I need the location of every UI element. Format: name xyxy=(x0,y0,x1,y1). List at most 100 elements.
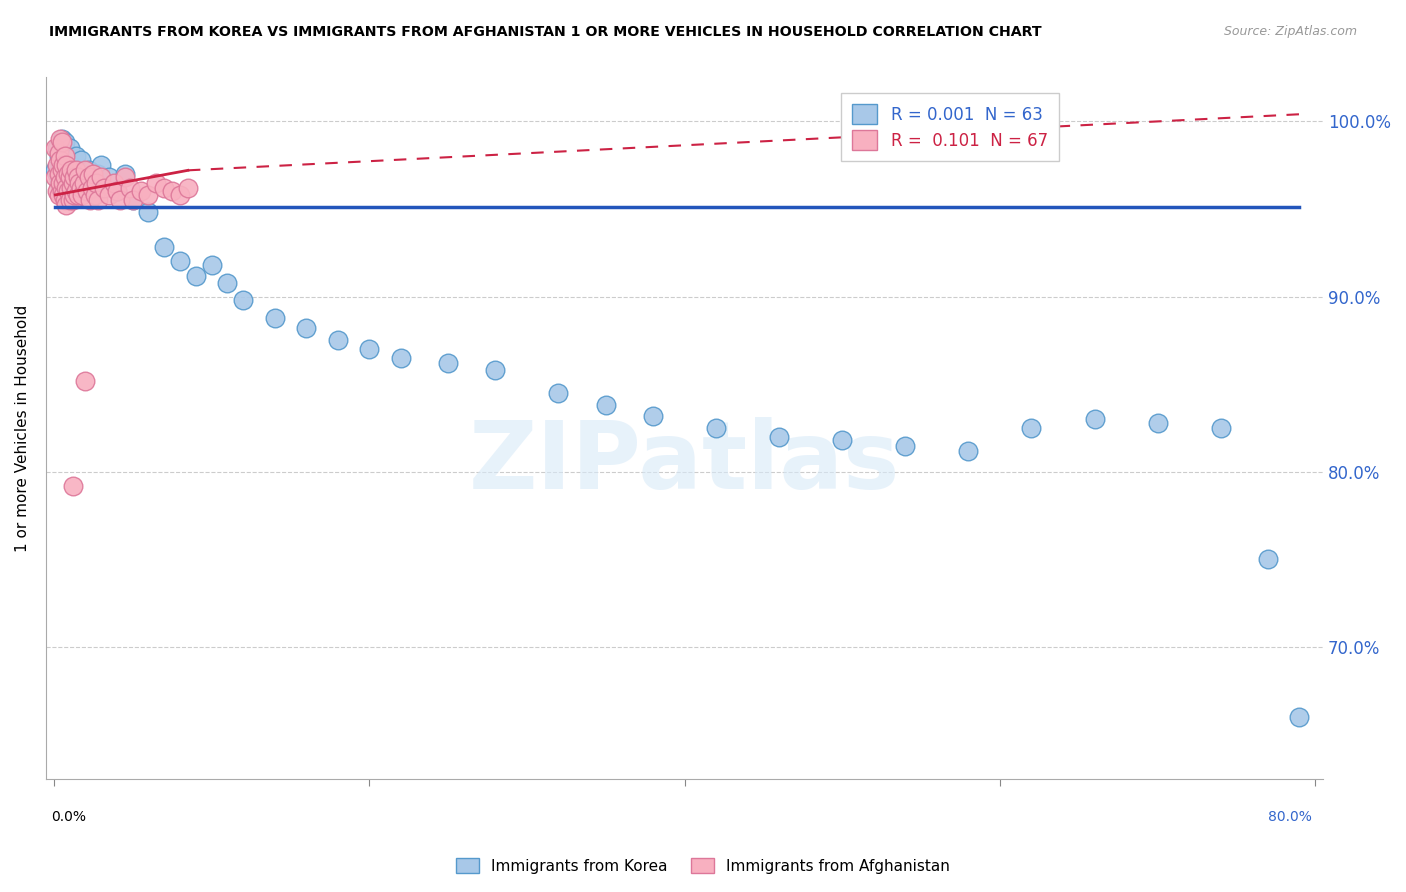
Point xyxy=(326,334,349,348)
Point xyxy=(389,351,412,365)
Point xyxy=(66,163,89,178)
Point xyxy=(114,170,136,185)
Point xyxy=(60,158,83,172)
Point xyxy=(76,185,98,199)
Point xyxy=(46,167,69,181)
Point xyxy=(49,176,72,190)
Point xyxy=(55,153,77,167)
Point xyxy=(153,240,176,254)
Point xyxy=(77,170,100,185)
Text: Source: ZipAtlas.com: Source: ZipAtlas.com xyxy=(1223,25,1357,38)
Point xyxy=(80,181,103,195)
Point xyxy=(177,181,200,195)
Text: 0.0%: 0.0% xyxy=(51,810,86,824)
Point xyxy=(51,132,73,146)
Point xyxy=(704,421,727,435)
Point xyxy=(49,132,72,146)
Point xyxy=(48,149,70,163)
Point xyxy=(75,163,97,178)
Point xyxy=(44,140,66,154)
Point xyxy=(595,398,617,412)
Point xyxy=(73,176,96,190)
Point xyxy=(70,187,93,202)
Point xyxy=(56,167,79,181)
Point xyxy=(138,205,160,219)
Point xyxy=(53,149,76,163)
Point xyxy=(217,276,239,290)
Point xyxy=(1146,416,1168,430)
Point xyxy=(46,158,69,172)
Point xyxy=(108,193,131,207)
Point xyxy=(232,293,254,307)
Point xyxy=(82,176,104,190)
Point xyxy=(129,185,152,199)
Point xyxy=(62,193,84,207)
Point xyxy=(67,176,90,190)
Point xyxy=(59,170,82,185)
Point xyxy=(641,409,664,423)
Text: IMMIGRANTS FROM KOREA VS IMMIGRANTS FROM AFGHANISTAN 1 OR MORE VEHICLES IN HOUSE: IMMIGRANTS FROM KOREA VS IMMIGRANTS FROM… xyxy=(49,25,1042,39)
Point xyxy=(59,185,82,199)
Point xyxy=(118,181,141,195)
Point xyxy=(86,176,108,190)
Point xyxy=(56,185,79,199)
Point xyxy=(437,356,460,370)
Point xyxy=(768,430,790,444)
Point xyxy=(184,268,207,283)
Point xyxy=(51,185,73,199)
Point xyxy=(62,479,84,493)
Point xyxy=(98,170,121,185)
Point xyxy=(49,170,72,185)
Point xyxy=(263,310,285,325)
Point xyxy=(98,187,121,202)
Point xyxy=(200,258,222,272)
Point xyxy=(87,167,110,181)
Point xyxy=(60,181,83,195)
Point xyxy=(48,187,70,202)
Point xyxy=(145,176,167,190)
Point xyxy=(93,181,115,195)
Point xyxy=(49,158,72,172)
Point xyxy=(55,158,77,172)
Point xyxy=(90,158,112,172)
Point xyxy=(295,321,318,335)
Point xyxy=(957,443,980,458)
Point xyxy=(153,181,176,195)
Point xyxy=(52,145,75,160)
Point xyxy=(62,167,84,181)
Point xyxy=(77,163,100,178)
Point xyxy=(51,136,73,150)
Point xyxy=(51,185,73,199)
Point xyxy=(59,193,82,207)
Point xyxy=(547,386,569,401)
Point xyxy=(52,158,75,172)
Point xyxy=(121,193,143,207)
Point xyxy=(51,163,73,178)
Point xyxy=(105,185,128,199)
Legend: Immigrants from Korea, Immigrants from Afghanistan: Immigrants from Korea, Immigrants from A… xyxy=(450,852,956,880)
Point xyxy=(82,167,104,181)
Point xyxy=(65,163,87,178)
Point xyxy=(44,163,66,178)
Point xyxy=(52,158,75,172)
Point xyxy=(63,170,86,185)
Point xyxy=(65,149,87,163)
Point xyxy=(90,170,112,185)
Point xyxy=(359,342,381,356)
Point xyxy=(103,176,125,190)
Point xyxy=(52,187,75,202)
Point xyxy=(53,136,76,150)
Point xyxy=(60,163,83,178)
Text: ZIPatlas: ZIPatlas xyxy=(468,417,900,509)
Point xyxy=(138,187,160,202)
Point xyxy=(1083,412,1105,426)
Y-axis label: 1 or more Vehicles in Household: 1 or more Vehicles in Household xyxy=(15,304,30,551)
Point xyxy=(67,176,90,190)
Point xyxy=(75,374,97,388)
Point xyxy=(55,181,77,195)
Point xyxy=(831,434,853,448)
Point xyxy=(894,438,917,452)
Point xyxy=(87,193,110,207)
Point xyxy=(105,185,128,199)
Point xyxy=(83,187,105,202)
